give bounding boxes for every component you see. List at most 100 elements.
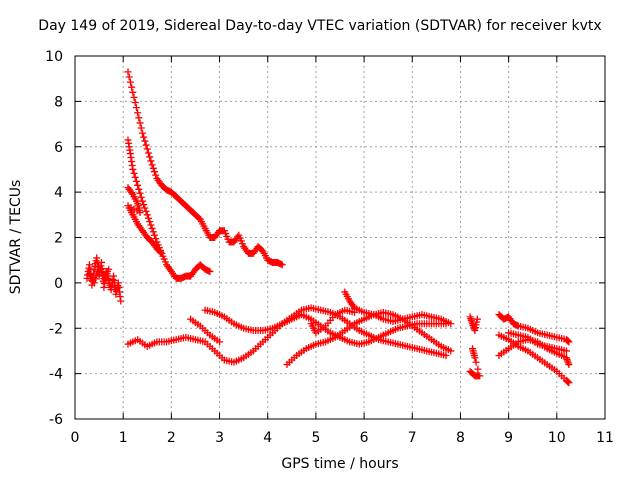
- grid-lines: [75, 56, 605, 419]
- data-point: [142, 207, 150, 215]
- y-axis-label: SDTVAR / TECUs: [8, 179, 24, 295]
- data-point: [151, 168, 158, 176]
- data-point: [124, 68, 132, 76]
- data-point: [143, 145, 151, 153]
- data-point: [442, 351, 450, 359]
- data-point: [158, 249, 166, 257]
- data-point: [146, 218, 154, 226]
- data-point: [93, 271, 101, 279]
- data-point: [138, 197, 146, 205]
- data-point: [141, 137, 149, 145]
- data-point: [126, 78, 134, 86]
- x-tick-label: 3: [215, 430, 224, 446]
- data-point: [350, 308, 358, 316]
- data-point: [565, 361, 573, 369]
- series-trace-4: [83, 254, 125, 305]
- y-tick-label: 6: [54, 140, 63, 156]
- data-points: [83, 68, 573, 387]
- data-point: [98, 258, 105, 266]
- x-tick-label: 4: [263, 430, 272, 446]
- data-point: [140, 133, 148, 141]
- data-point: [128, 83, 136, 91]
- data-point: [157, 248, 165, 256]
- data-point: [152, 235, 160, 243]
- data-point: [141, 204, 149, 212]
- data-point: [206, 268, 214, 276]
- data-point: [447, 320, 455, 328]
- series-trace-5: [124, 304, 450, 366]
- data-point: [447, 347, 455, 355]
- x-tick-label: 10: [548, 430, 566, 446]
- y-tick-label: -2: [49, 321, 63, 337]
- data-point: [131, 173, 139, 181]
- data-point: [140, 201, 148, 209]
- data-point: [134, 109, 142, 117]
- data-point: [216, 338, 224, 346]
- data-point: [136, 119, 144, 127]
- data-point: [136, 189, 144, 197]
- data-point: [138, 129, 146, 137]
- y-tick-label: 4: [54, 185, 63, 201]
- data-point: [135, 114, 143, 122]
- data-point: [474, 365, 482, 373]
- y-tick-label: -6: [49, 412, 63, 428]
- data-point: [149, 164, 157, 172]
- x-tick-label: 8: [456, 430, 465, 446]
- tick-labels: 0 1 2 3 4 5 6 7 8 9 10 11 -6 -4 -2 0 2 4 6 8 10: [45, 49, 614, 446]
- y-tick-label: 10: [45, 49, 63, 65]
- x-tick-label: 6: [360, 430, 369, 446]
- x-tick-label: 1: [119, 430, 128, 446]
- data-point: [149, 228, 157, 236]
- series-trace-8: [466, 313, 484, 380]
- series-trace-7: [283, 288, 455, 369]
- y-tick-label: 2: [54, 231, 63, 247]
- data-point: [137, 124, 145, 132]
- data-point: [129, 88, 137, 96]
- series-trace-2: [124, 136, 214, 282]
- data-point: [152, 171, 160, 179]
- data-point: [105, 265, 113, 273]
- data-point: [144, 149, 152, 157]
- data-point: [132, 104, 140, 112]
- chart-title: Day 149 of 2019, Sidereal Day-to-day VTE…: [38, 18, 602, 34]
- x-tick-label: 11: [596, 430, 614, 446]
- data-point: [134, 181, 142, 189]
- data-point: [147, 221, 155, 229]
- data-point: [125, 73, 133, 81]
- data-point: [144, 214, 152, 222]
- x-tick-label: 7: [408, 430, 417, 446]
- data-point: [135, 185, 143, 193]
- series-trace-1: [124, 68, 286, 269]
- data-point: [130, 93, 138, 101]
- data-point: [142, 141, 150, 149]
- axis-ticks: [74, 55, 606, 420]
- x-tick-label: 2: [167, 430, 176, 446]
- data-point: [472, 358, 480, 366]
- data-point: [130, 169, 138, 177]
- series-trace-9: [495, 311, 573, 387]
- data-point: [91, 275, 99, 283]
- x-tick-label: 0: [71, 430, 80, 446]
- x-axis-label: GPS time / hours: [281, 456, 399, 472]
- data-point: [151, 231, 158, 239]
- data-point: [565, 379, 573, 387]
- data-point: [565, 338, 573, 346]
- y-tick-label: 0: [54, 276, 63, 292]
- series-trace-3: [124, 184, 166, 257]
- data-point: [148, 161, 156, 169]
- data-point: [476, 372, 484, 380]
- data-point: [129, 165, 137, 173]
- x-tick-label: 9: [504, 430, 513, 446]
- data-point: [473, 315, 481, 323]
- data-point: [146, 153, 154, 161]
- data-point: [137, 193, 145, 201]
- x-tick-label: 5: [311, 430, 320, 446]
- data-point: [143, 211, 151, 219]
- data-point: [90, 279, 98, 287]
- data-point: [117, 297, 125, 305]
- data-point: [471, 354, 479, 362]
- series-trace-6: [187, 306, 450, 348]
- data-point: [132, 177, 140, 185]
- data-point: [148, 224, 156, 232]
